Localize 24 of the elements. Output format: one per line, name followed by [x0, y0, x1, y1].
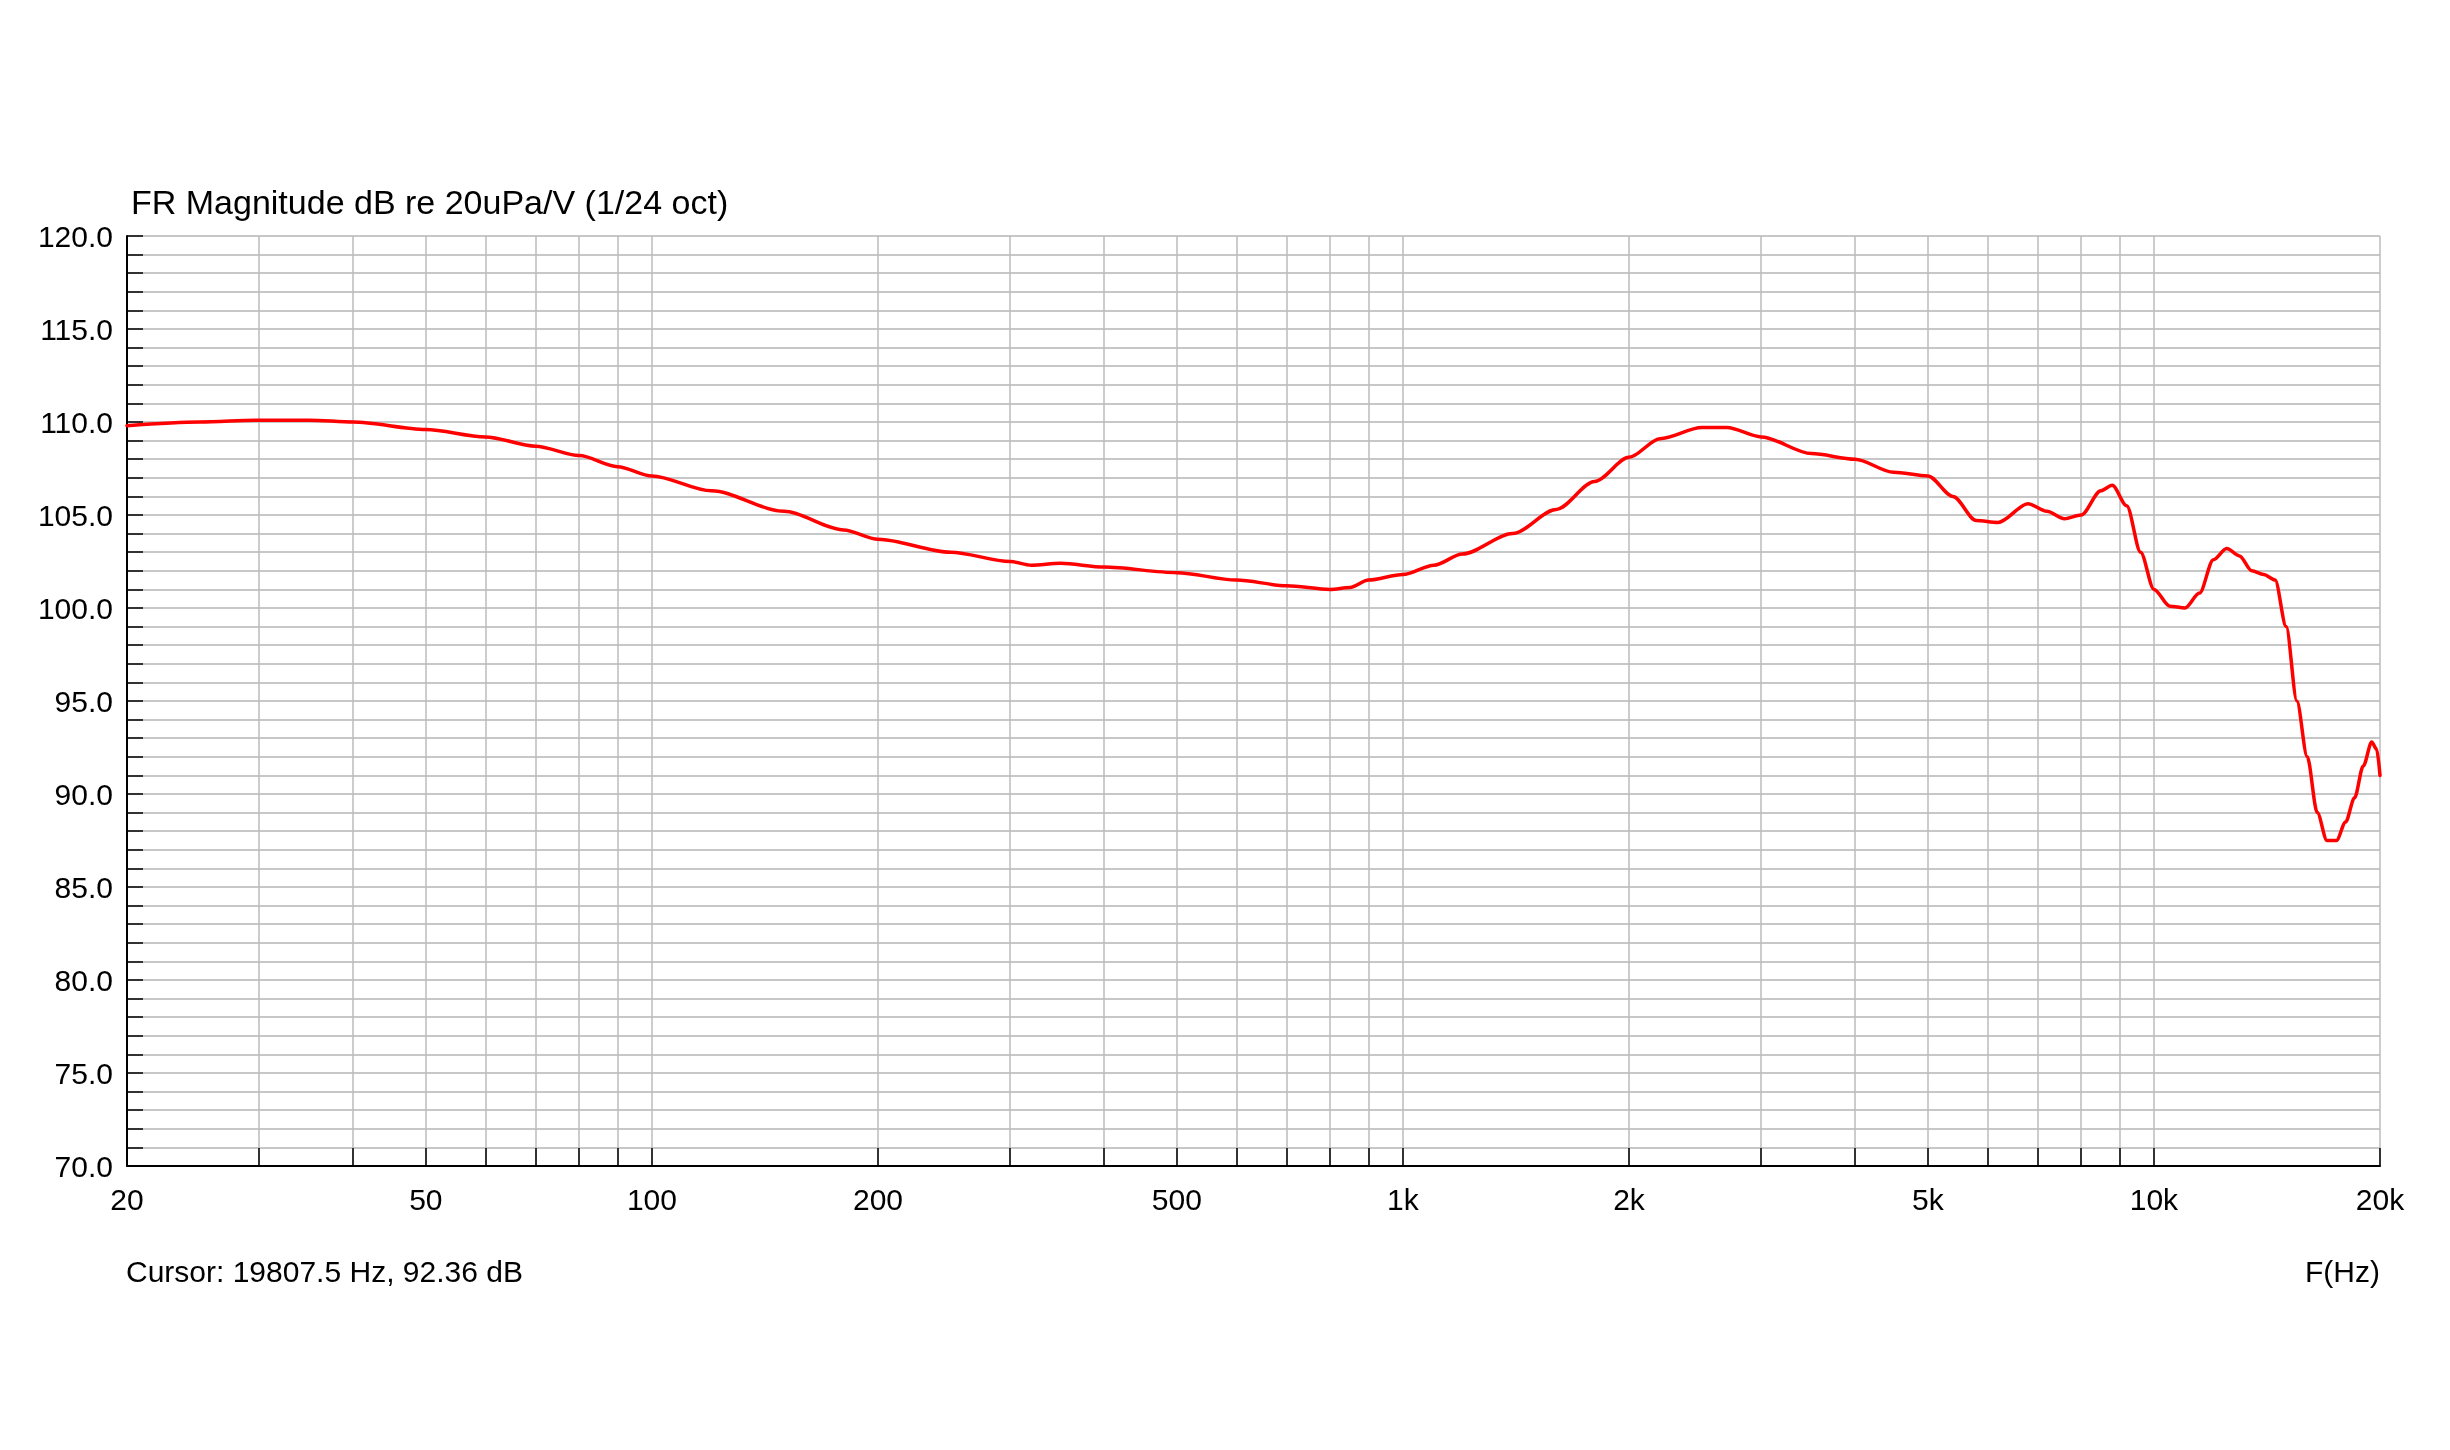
x-tick-label: 1k — [1387, 1182, 1420, 1216]
y-tick-label: 70.0 — [54, 1149, 113, 1183]
x-tick-label: 100 — [626, 1182, 677, 1216]
y-tick-label: 85.0 — [54, 870, 113, 904]
x-tick-label: 2k — [1613, 1182, 1646, 1216]
y-tick-label: 115.0 — [40, 312, 113, 346]
chart-title: FR Magnitude dB re 20uPa/V (1/24 oct) — [131, 183, 729, 221]
x-tick-label: 200 — [852, 1182, 904, 1216]
x-tick-label: 5k — [1912, 1182, 1945, 1216]
y-tick-label: 110.0 — [40, 405, 113, 439]
y-tick-label: 90.0 — [54, 777, 113, 811]
y-tick-label: 120.0 — [37, 219, 113, 253]
y-tick-label: 80.0 — [54, 963, 113, 997]
x-tick-label: 500 — [1151, 1182, 1202, 1216]
y-tick-label: 105.0 — [37, 498, 113, 532]
y-tick-label: 100.0 — [37, 591, 113, 625]
x-axis-title: F(Hz) — [2305, 1254, 2381, 1288]
y-tick-label: 95.0 — [54, 684, 113, 718]
x-tick-label: 20k — [2355, 1182, 2406, 1216]
text: Cursor: 19807.5 Hz, 92.36 dB — [126, 1254, 523, 1288]
x-tick-label: 20 — [110, 1182, 144, 1216]
x-tick-label: 50 — [409, 1182, 443, 1216]
x-tick-label: 10k — [2129, 1182, 2180, 1216]
y-tick-label: 75.0 — [54, 1056, 113, 1090]
